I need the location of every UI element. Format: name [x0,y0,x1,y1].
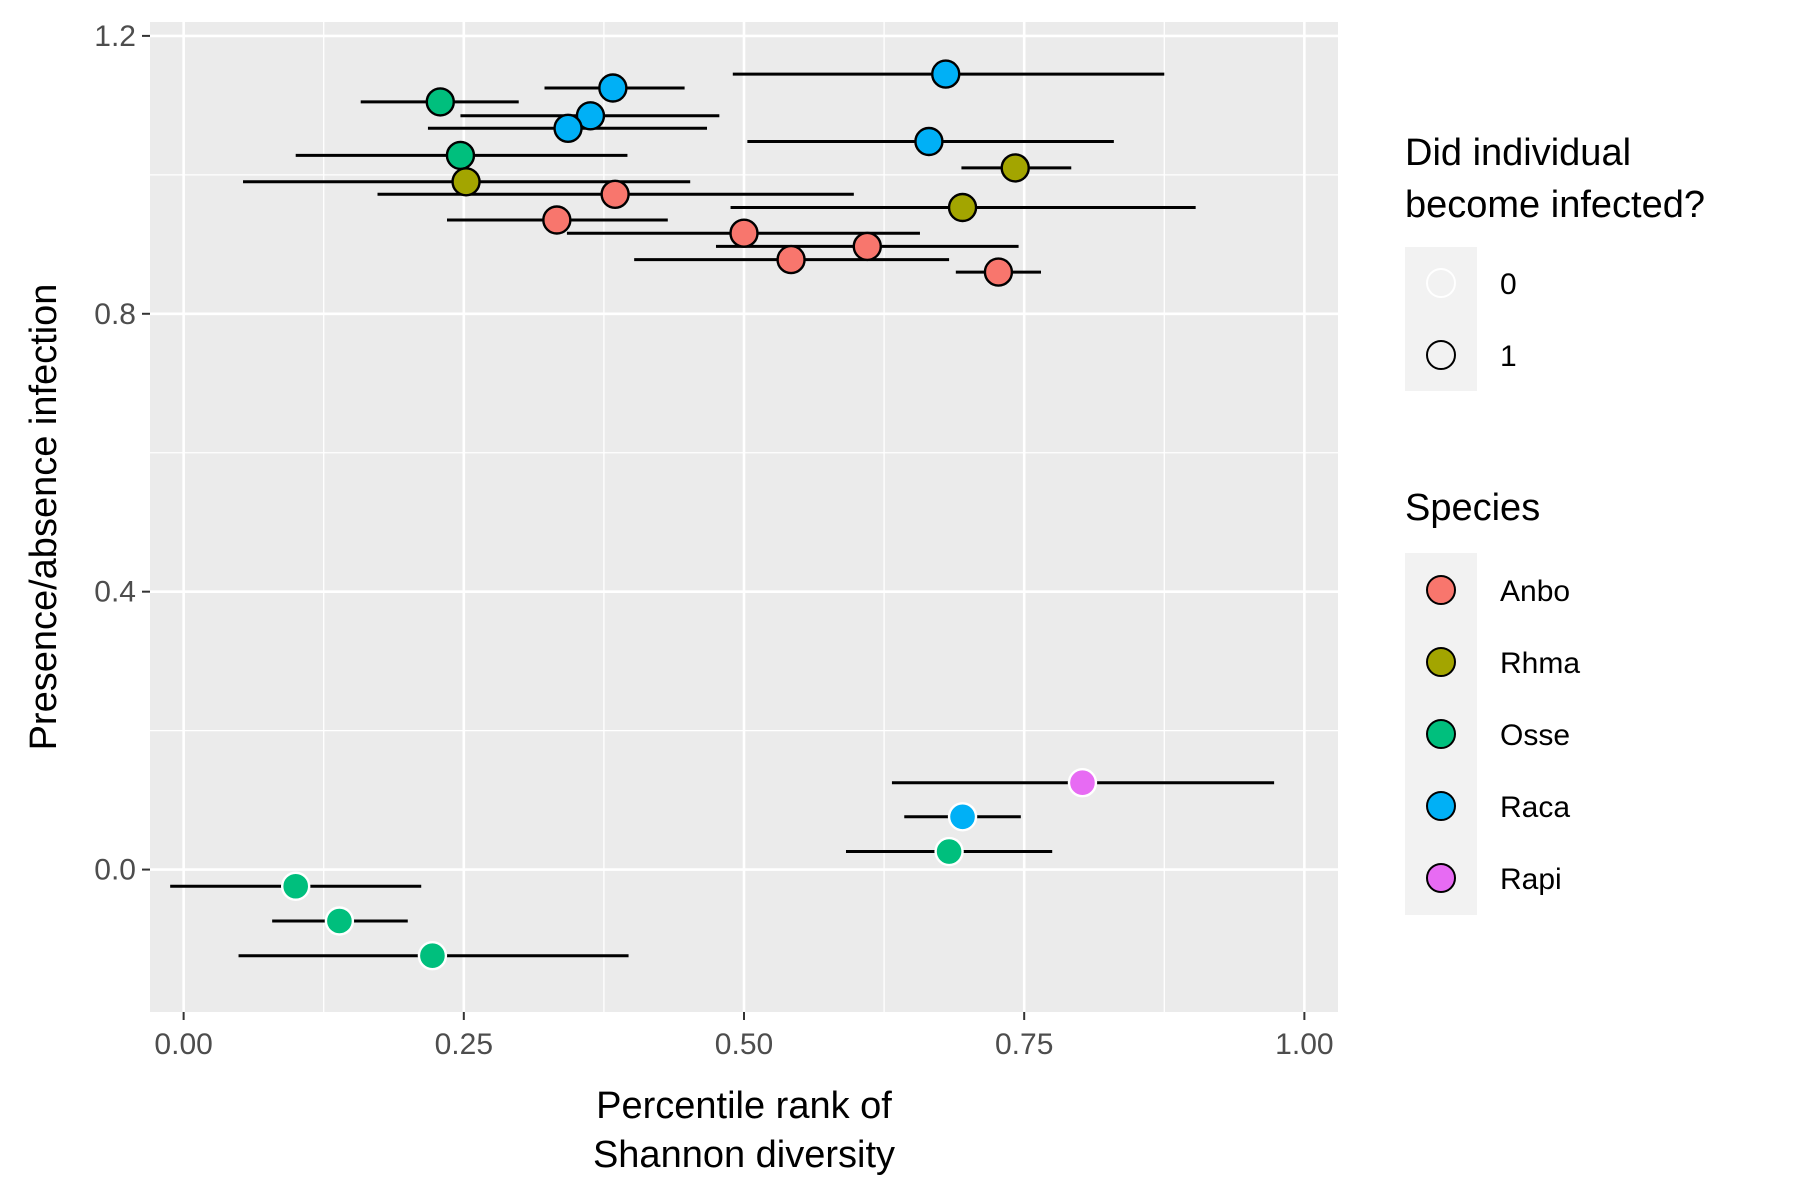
point-osse [934,836,964,867]
legend-key-infected-1 [1426,340,1456,370]
point-raca [575,101,606,131]
point-raca [947,802,978,832]
legend-infected-label-0: 0 [1500,268,1517,301]
legend-species-label-osse: Osse [1500,719,1570,752]
x-tick-label: 0.75 [995,1028,1053,1061]
legend-infected-title-line-1: Did individual [1405,132,1631,174]
point-anbo [776,244,806,275]
legend-key-anbo [1426,575,1456,605]
y-tick-label: 1.2 [94,20,136,53]
legend-species-label-anbo: Anbo [1500,575,1570,608]
legend-infected-label-1: 1 [1500,340,1517,373]
point-osse [324,906,355,936]
legend-infected: Did individual become infected? 0 1 [1405,132,1705,391]
point-anbo [542,205,572,235]
point-rhma [1000,153,1030,183]
grid-lines [150,22,1338,1012]
point-osse [417,941,448,971]
point-anbo [983,257,1014,287]
point-rhma [451,167,481,197]
legend-species-title: Species [1405,487,1540,529]
point-raca [914,126,944,157]
y-axis-title: Presence/absence infection [23,284,65,751]
data-points [280,59,1098,971]
legend-infected-title-line-2: become infected? [1405,184,1705,226]
legend-key-rapi [1426,863,1456,893]
x-axis-title-line-2: Shannon diversity [593,1134,895,1176]
point-raca [598,73,628,103]
x-tick-label: 0.50 [715,1028,773,1061]
legend-key-infected-0 [1426,268,1456,298]
legend-key-rhma [1426,647,1456,677]
point-raca [931,59,961,89]
legend-species-label-raca: Raca [1500,791,1570,824]
point-osse [425,87,455,117]
y-tick-label: 0.8 [94,298,136,331]
legend-key-osse [1426,719,1456,749]
x-axis-title-line-1: Percentile rank of [596,1085,892,1127]
legend-key-raca [1426,791,1456,821]
legend-species-label-rhma: Rhma [1500,647,1580,680]
point-raca [553,113,583,143]
y-tick-label: 0.4 [94,576,136,609]
point-anbo [852,231,882,262]
x-tick-label: 0.25 [435,1028,493,1061]
legend-species-label-rapi: Rapi [1500,863,1562,896]
point-anbo [600,179,630,209]
legend-species-keys [1426,575,1456,893]
x-tick-label: 1.00 [1275,1028,1333,1061]
point-anbo [729,218,759,248]
point-osse [445,140,476,171]
point-rhma [947,192,978,223]
point-osse [280,871,311,901]
x-tick-label: 0.00 [154,1028,212,1061]
legend-species: Species Anbo Rhma Osse Raca Rapi [1405,487,1580,915]
y-tick-label: 0.0 [94,854,136,887]
point-rapi [1067,768,1098,798]
axes: 0.00 0.25 0.50 0.75 1.00 0.0 0.4 0.8 1.2 [94,20,1333,1061]
